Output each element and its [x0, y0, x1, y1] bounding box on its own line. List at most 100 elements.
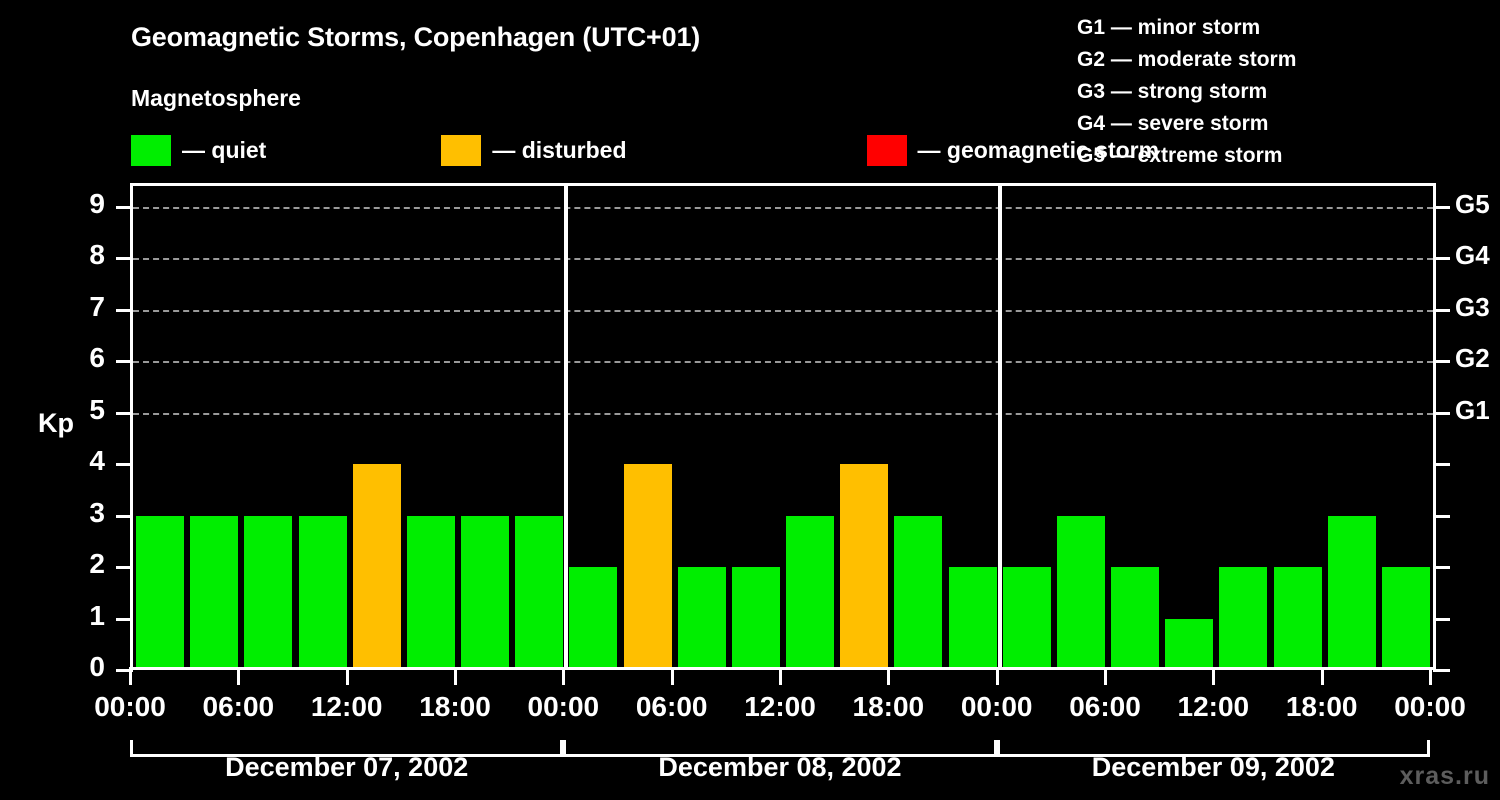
day-divider-1 — [564, 186, 569, 670]
y-tick-7 — [116, 308, 133, 312]
bar-14[interactable] — [894, 515, 943, 670]
bar-9[interactable] — [623, 464, 672, 670]
page-title: Geomagnetic Storms, Copenhagen (UTC+01) — [131, 22, 701, 52]
y-tick-right-2 — [1433, 566, 1450, 570]
y-axis-label-3: 3 — [89, 496, 105, 528]
bar-16[interactable] — [1002, 567, 1051, 670]
x-axis-label-7: 18:00 — [852, 691, 925, 722]
gridline-kp-5 — [133, 412, 1433, 415]
bar-7[interactable] — [515, 515, 564, 670]
bar-11[interactable] — [731, 567, 780, 670]
x-tick-2 — [345, 667, 349, 685]
y-tick-0 — [116, 669, 133, 672]
y-tick-4 — [116, 463, 133, 467]
x-tick-12 — [1429, 667, 1432, 685]
magnetosphere-label: Magnetosphere — [131, 85, 301, 111]
y-tick-right-6 — [1433, 360, 1450, 364]
bar-17[interactable] — [1056, 515, 1105, 670]
y-tick-right-9 — [1433, 205, 1450, 209]
bar-3[interactable] — [298, 515, 347, 670]
x-tick-7 — [887, 667, 891, 685]
y-tick-1 — [116, 617, 133, 621]
day-divider-2 — [997, 186, 1002, 670]
x-tick-3 — [454, 667, 457, 685]
legend: — quiet — disturbed — geomagnetic storm — [131, 133, 1159, 167]
y-tick-right-0 — [1433, 669, 1450, 672]
day-label-3: December 09, 2002 — [1091, 752, 1335, 782]
g-axis-label-G4: G4 — [1455, 240, 1490, 271]
bar-13[interactable] — [840, 464, 889, 670]
y-tick-right-4 — [1433, 463, 1450, 467]
g-axis-label-G1: G1 — [1455, 394, 1490, 425]
y-tick-2 — [116, 566, 133, 570]
x-axis-label-5: 06:00 — [635, 691, 708, 722]
y-axis-label-7: 7 — [89, 290, 105, 322]
legend-label-quiet: — quiet — [182, 136, 267, 163]
y-axis-label-6: 6 — [89, 342, 105, 374]
g-axis-label-G3: G3 — [1455, 291, 1490, 322]
y-axis-label-2: 2 — [89, 548, 105, 580]
bar-1[interactable] — [190, 515, 239, 670]
bar-8[interactable] — [569, 567, 618, 670]
y-tick-right-7 — [1433, 308, 1450, 312]
g-scale-line-3: G3 — strong storm — [1077, 80, 1268, 103]
bar-5[interactable] — [406, 515, 455, 670]
y-tick-right-3 — [1433, 514, 1450, 518]
y-tick-right-5 — [1433, 411, 1450, 415]
x-tick-4 — [562, 667, 566, 685]
x-tick-5 — [670, 667, 674, 685]
legend-label-geomagnetic-storm: — geomagnetic storm — [917, 136, 1160, 163]
y-axis-label-9: 9 — [89, 187, 105, 219]
legend-swatch-disturbed — [441, 134, 482, 166]
x-tick-9 — [1104, 667, 1107, 685]
bar-15[interactable] — [948, 567, 997, 670]
y-tick-3 — [116, 514, 133, 518]
g-scale-legend: G1 — minor storm G2 — moderate storm G3 — … — [1077, 12, 1296, 172]
y-axis-label-4: 4 — [89, 445, 105, 477]
y-axis-title: Kp — [38, 408, 74, 438]
x-tick-6 — [779, 667, 782, 685]
bar-23[interactable] — [1381, 567, 1430, 670]
y-axis-label-5: 5 — [89, 393, 105, 425]
legend-swatch-geomagnetic-storm — [866, 134, 907, 166]
bar-20[interactable] — [1219, 567, 1268, 670]
day-label-1: December 07, 2002 — [225, 752, 469, 782]
bar-12[interactable] — [786, 515, 835, 670]
x-tick-10 — [1212, 667, 1216, 685]
x-axis-label-11: 18:00 — [1285, 691, 1358, 722]
x-axis-label-0: 00:00 — [94, 691, 166, 722]
y-tick-8 — [116, 257, 133, 261]
legend-item-quiet: — quiet — [131, 134, 267, 166]
x-axis-label-10: 12:00 — [1177, 691, 1250, 722]
x-axis-label-4: 00:00 — [527, 691, 600, 722]
day-bracket-2 — [563, 740, 997, 757]
x-axis-label-3: 18:00 — [419, 691, 491, 722]
gridline-kp-7 — [133, 309, 1433, 312]
g-axis-label-G5: G5 — [1455, 188, 1490, 219]
g-scale-line-1: G1 — minor storm — [1077, 16, 1261, 39]
bar-6[interactable] — [461, 515, 510, 670]
bar-10[interactable] — [677, 567, 726, 670]
bar-22[interactable] — [1327, 515, 1376, 670]
legend-item-geomagnetic-storm: — geomagnetic storm — [866, 134, 1160, 166]
x-axis-label-6: 12:00 — [744, 691, 816, 722]
y-tick-6 — [116, 360, 133, 364]
y-tick-right-8 — [1433, 257, 1450, 261]
gridline-kp-9 — [133, 206, 1433, 209]
watermark: xras.ru — [1399, 762, 1490, 790]
day-bracket-3 — [996, 740, 1430, 757]
bar-4[interactable] — [352, 464, 401, 670]
y-tick-right-1 — [1433, 617, 1450, 621]
plot-area: 0 1 2 3 4 5 6 7 8 9 G1 G2 G3 G4 G5 — [89, 183, 1490, 682]
bar-21[interactable] — [1273, 567, 1322, 670]
gridline-kp-8 — [133, 258, 1433, 261]
bar-2[interactable] — [244, 515, 293, 670]
bar-0[interactable] — [136, 515, 185, 670]
bar-19[interactable] — [1165, 618, 1214, 670]
legend-item-disturbed: — disturbed — [441, 134, 627, 166]
bar-18[interactable] — [1111, 567, 1160, 670]
x-tick-8 — [995, 667, 999, 685]
x-axis-label-2: 12:00 — [310, 691, 383, 722]
legend-swatch-quiet — [131, 134, 171, 166]
